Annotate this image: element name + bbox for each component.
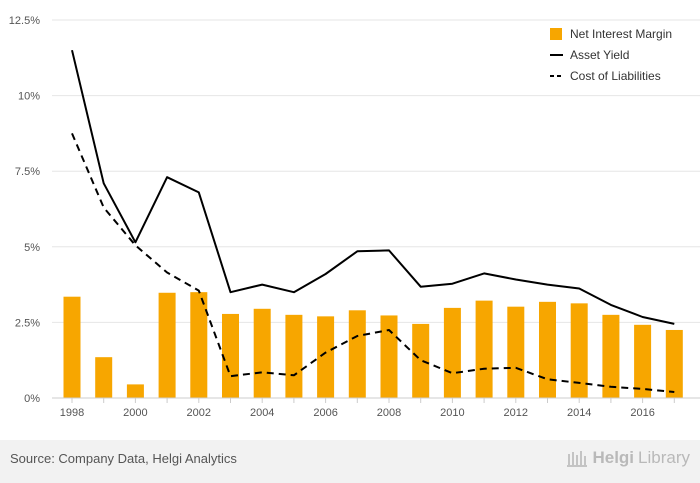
bar-net-interest-margin (126, 384, 144, 398)
x-tick-label: 2004 (250, 407, 274, 419)
x-tick-label: 2006 (313, 407, 337, 419)
x-tick-label: 2014 (567, 407, 591, 419)
bar-net-interest-margin (317, 316, 335, 398)
y-tick-label: 0% (24, 393, 40, 405)
bar-net-interest-margin (475, 300, 493, 398)
bar-net-interest-margin (539, 301, 556, 398)
source-text: Source: Company Data, Helgi Analytics (10, 451, 237, 466)
footer: Source: Company Data, Helgi Analytics He… (0, 440, 700, 483)
legend-label: Cost of Liabilities (570, 69, 661, 83)
bar-net-interest-margin (348, 310, 366, 398)
brand-subname: Library (638, 448, 690, 467)
bar-net-interest-margin (665, 329, 683, 398)
x-tick-label: 2000 (123, 407, 147, 419)
bar-net-interest-margin (380, 315, 398, 398)
x-tick-label: 2010 (440, 407, 464, 419)
x-tick-label: 1998 (60, 407, 84, 419)
y-tick-label: 5% (24, 242, 40, 254)
legend-swatch-bar (550, 28, 562, 40)
bar-net-interest-margin (222, 313, 239, 398)
bar-net-interest-margin (634, 324, 652, 398)
y-tick-label: 2.5% (15, 317, 40, 329)
bar-net-interest-margin (507, 306, 525, 398)
bar-net-interest-margin (285, 314, 303, 398)
line-cost-of-liabilities (71, 133, 675, 393)
y-tick-label: 10% (18, 91, 40, 103)
line-asset-yield (71, 49, 675, 325)
y-tick-label: 12.5% (9, 15, 40, 27)
chart-svg: 0% 2.5% 5% 7.5% 10% 12.5% 1998 2000 2002 2004 2006… (9, 15, 700, 419)
brand-name: Helgi (592, 448, 635, 467)
bar-net-interest-margin (158, 292, 176, 398)
x-tick-label: 2016 (630, 407, 654, 419)
bar-net-interest-margin (253, 308, 271, 398)
brand-logo[interactable]: Helgi Library (566, 448, 690, 468)
library-icon (567, 451, 588, 467)
bar-net-interest-margin (443, 307, 461, 398)
y-tick-label: 7.5% (15, 166, 40, 178)
bar-net-interest-margin (412, 323, 430, 398)
x-tick-label: 2002 (187, 407, 211, 419)
bar-net-interest-margin (63, 296, 81, 398)
bar-net-interest-margin (95, 357, 113, 398)
x-tick-label: 2008 (377, 407, 401, 419)
x-tick-label: 2012 (504, 407, 528, 419)
legend-label: Net Interest Margin (570, 27, 672, 41)
bar-net-interest-margin (190, 292, 208, 398)
bar-net-interest-margin (602, 314, 620, 398)
legend-label: Asset Yield (570, 48, 629, 62)
bar-net-interest-margin (570, 303, 588, 398)
